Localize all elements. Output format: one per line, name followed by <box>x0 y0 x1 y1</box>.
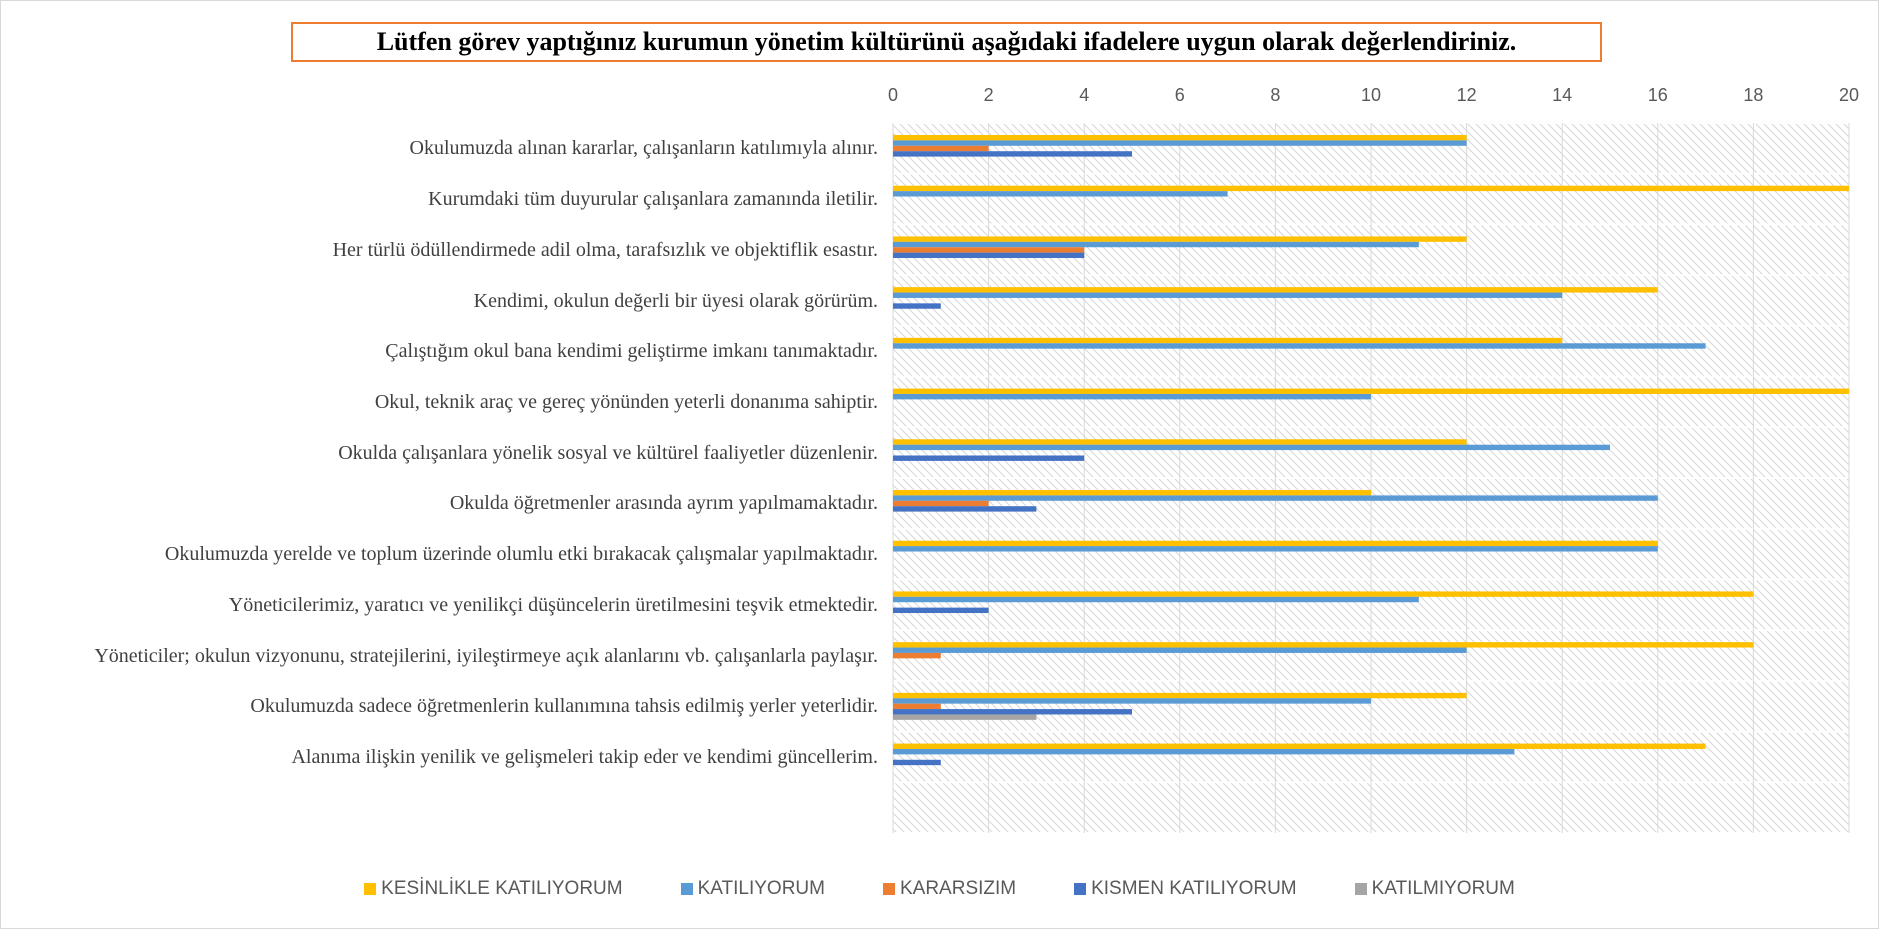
category-label-row: Okulda çalışanlara yönelik sosyal ve kül… <box>0 442 878 464</box>
bar <box>893 287 1658 293</box>
category-label: Kurumdaki tüm duyurular çalışanlara zama… <box>428 188 878 211</box>
legend-label: KISMEN KATILIYORUM <box>1091 878 1297 899</box>
bar <box>893 303 941 309</box>
category-label: Her türlü ödüllendirmede adil olma, tara… <box>332 238 878 261</box>
category-label: Okulumuzda yerelde ve toplum üzerinde ol… <box>164 543 878 566</box>
category-label: Okulumuzda sadece öğretmenlerin kullanım… <box>250 695 878 718</box>
category-label-row: Kendimi, okulun değerli bir üyesi olarak… <box>0 290 878 312</box>
legend-swatch <box>680 883 693 895</box>
x-tick-label: 12 <box>1457 85 1477 105</box>
bar <box>893 652 941 659</box>
category-label: Okulda çalışanlara yönelik sosyal ve kül… <box>338 441 878 464</box>
bar <box>893 709 1132 715</box>
category-label-row: Okulda öğretmenler arasında ayrım yapılm… <box>0 492 878 514</box>
category-label: Çalıştığım okul bana kendimi geliştirme … <box>385 340 878 363</box>
category-label-row: Çalıştığım okul bana kendimi geliştirme … <box>0 340 878 362</box>
category-label: Okulumuzda alınan kararlar, çalışanların… <box>409 137 878 160</box>
bar <box>893 439 1467 445</box>
bar <box>893 292 1563 298</box>
bar <box>893 591 1754 597</box>
bar <box>893 140 1467 146</box>
bar <box>893 135 1467 141</box>
legend-item: KATILMIYORUM <box>1354 878 1515 900</box>
bar <box>893 546 1658 552</box>
category-label-row: Alanıma ilişkin yenilik ve gelişmeleri t… <box>0 746 878 768</box>
chart-title: Lütfen görev yaptığınız kurumun yönetim … <box>291 22 1602 62</box>
category-label: Yöneticiler; okulun vizyonunu, stratejil… <box>94 644 878 667</box>
legend-swatch <box>882 883 895 895</box>
category-label: Okul, teknik araç ve gereç yönünden yete… <box>374 390 878 413</box>
legend-item: KISMEN KATILIYORUM <box>1074 878 1297 900</box>
category-label-row: Okul, teknik araç ve gereç yönünden yete… <box>0 391 878 413</box>
legend-label: KARARSIZIM <box>899 878 1017 899</box>
category-label: Yöneticilerimiz, yaratıcı ve yenilikçi d… <box>228 593 878 616</box>
bar <box>893 698 1371 704</box>
category-label-row: Her türlü ödüllendirmede adil olma, tara… <box>0 239 878 261</box>
legend-item: KARARSIZIM <box>882 878 1017 900</box>
bar <box>893 540 1658 547</box>
bar <box>893 191 1228 197</box>
bar <box>893 495 1658 501</box>
bar <box>893 444 1610 451</box>
bar <box>893 185 1849 192</box>
bar <box>893 388 1849 394</box>
x-tick-label: 16 <box>1648 85 1668 105</box>
bar <box>893 506 1037 512</box>
category-label: Kendimi, okulun değerli bir üyesi olarak… <box>473 289 878 312</box>
bar <box>893 607 989 614</box>
bar <box>893 145 989 152</box>
bar <box>893 236 1467 242</box>
bar <box>893 393 1371 400</box>
legend-label: KATILIYORUM <box>697 878 825 899</box>
category-label: Okulda öğretmenler arasında ayrım yapılm… <box>449 492 878 515</box>
x-tick-label: 2 <box>984 85 994 105</box>
legend-item: KESİNLİKLE KATILIYORUM <box>364 878 623 900</box>
category-label-row: Okulumuzda sadece öğretmenlerin kullanım… <box>0 695 878 717</box>
bar <box>893 252 1085 259</box>
legend: KESİNLİKLE KATILIYORUM KATILIYORUM KARARSI… <box>0 878 1879 900</box>
bar <box>893 703 941 710</box>
legend-label: KATILMIYORUM <box>1371 878 1515 899</box>
x-tick-label: 8 <box>1270 85 1280 105</box>
x-tick-label: 18 <box>1743 85 1763 105</box>
x-tick-label: 20 <box>1839 85 1859 105</box>
bar <box>893 151 1132 157</box>
category-label-row: Yöneticilerimiz, yaratıcı ve yenilikçi d… <box>0 594 878 616</box>
x-tick-label: 4 <box>1079 85 1089 105</box>
legend-swatch <box>1354 883 1367 895</box>
x-tick-label: 0 <box>888 85 898 105</box>
category-label-row: Kurumdaki tüm duyurular çalışanlara zama… <box>0 188 878 210</box>
bar <box>893 343 1706 349</box>
bar <box>893 692 1467 699</box>
bar <box>893 490 1371 496</box>
bar <box>893 455 1085 461</box>
bar <box>893 500 989 507</box>
x-tick-label: 14 <box>1552 85 1572 105</box>
category-label-row: Yöneticiler; okulun vizyonunu, stratejil… <box>0 645 878 667</box>
legend-swatch <box>1074 883 1087 895</box>
category-label-row: Okulumuzda alınan kararlar, çalışanların… <box>0 137 878 159</box>
bar <box>893 337 1563 344</box>
bar <box>893 247 1085 253</box>
bar <box>893 714 1037 720</box>
bar <box>893 642 1754 648</box>
bar <box>893 241 1419 248</box>
bar <box>893 748 1515 755</box>
x-tick-label: 10 <box>1361 85 1381 105</box>
bar <box>893 743 1706 749</box>
legend-label: KESİNLİKLE KATILIYORUM <box>381 878 623 899</box>
bar <box>893 759 941 766</box>
legend-item: KATILIYORUM <box>680 878 825 900</box>
legend-swatch <box>364 883 377 895</box>
bar <box>893 647 1467 653</box>
category-label-row: Okulumuzda yerelde ve toplum üzerinde ol… <box>0 543 878 565</box>
x-tick-label: 6 <box>1175 85 1185 105</box>
bar <box>893 596 1419 603</box>
category-label: Alanıma ilişkin yenilik ve gelişmeleri t… <box>291 745 878 768</box>
